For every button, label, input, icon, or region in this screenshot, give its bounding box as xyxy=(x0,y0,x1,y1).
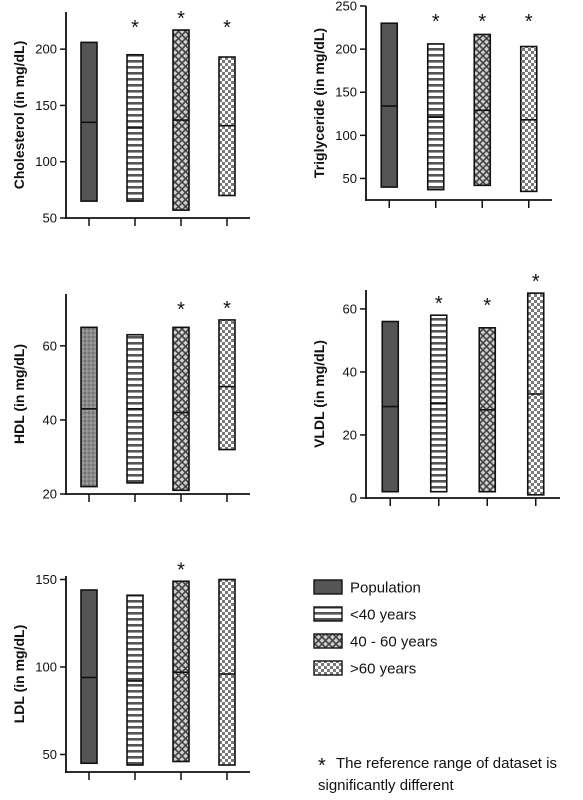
bar-40-60-years xyxy=(172,326,190,492)
significance-star: * xyxy=(525,11,533,33)
y-tick-label: 20 xyxy=(343,427,357,442)
significance-star: * xyxy=(177,299,185,321)
legend-swatch-40-years xyxy=(313,606,343,622)
legend-label-40-years: <40 years xyxy=(350,607,416,624)
significance-star: * xyxy=(532,271,540,293)
bar-population xyxy=(380,22,399,188)
bar-population xyxy=(80,589,98,765)
legend-swatch-60-years xyxy=(313,660,343,676)
bar-40-60-years xyxy=(172,580,190,763)
y-axis-title: LDL (in mg/dL) xyxy=(11,625,27,724)
legend-label-population: Population xyxy=(350,580,421,597)
significance-star: * xyxy=(483,295,491,317)
y-tick-label: 50 xyxy=(343,171,357,186)
bar-60-years xyxy=(519,45,538,193)
panel-triglyceride: 50 100 150 200 250 Triglyceride (in mg/dL) * * * xyxy=(311,0,552,208)
y-tick-label: 250 xyxy=(335,0,357,14)
panel-cholesterol: 50 100 150 200 Cholesterol (in mg/dL) * * * xyxy=(11,8,250,226)
legend: Population <40 years 40 - 60 years >60 year… xyxy=(313,579,438,678)
panel-vldl: 0 20 40 60 VLDL (in mg/dL) * * * xyxy=(311,271,560,506)
panel-hdl: 20 40 60 HDL (in mg/dL) * * xyxy=(11,294,250,502)
y-tick-label: 150 xyxy=(35,572,57,587)
bar-population xyxy=(80,326,98,488)
y-tick-label: 150 xyxy=(335,85,357,100)
y-tick-label: 50 xyxy=(43,747,57,762)
footnote: * The reference range of dataset is sign… xyxy=(318,755,557,794)
significance-star: * xyxy=(223,17,231,39)
footnote-line-1: The reference range of dataset is xyxy=(336,755,557,772)
y-tick-label: 40 xyxy=(343,364,357,379)
y-axis-title: HDL (in mg/dL) xyxy=(11,344,27,444)
bar-60-years xyxy=(218,319,236,451)
y-tick-label: 150 xyxy=(35,98,57,113)
y-axis-title: Cholesterol (in mg/dL) xyxy=(11,41,27,190)
y-tick-label: 100 xyxy=(35,154,57,169)
y-axis-title: VLDL (in mg/dL) xyxy=(311,340,327,448)
footnote-marker: * xyxy=(318,755,326,777)
significance-star: * xyxy=(435,293,443,315)
y-tick-label: 200 xyxy=(335,42,357,57)
legend-label-60-years: >60 years xyxy=(350,661,416,678)
y-tick-label: 0 xyxy=(350,491,357,506)
legend-label-40-60-years: 40 - 60 years xyxy=(350,634,438,651)
bar-40-years xyxy=(126,594,144,766)
legend-swatch-population xyxy=(313,579,343,595)
significance-star: * xyxy=(177,8,185,30)
bar-60-years xyxy=(218,578,236,766)
significance-star: * xyxy=(131,17,139,39)
panel-ldl: 50 100 150 LDL (in mg/dL) * xyxy=(11,559,250,780)
significance-star: * xyxy=(223,298,231,320)
footnote-line-2: significantly different xyxy=(318,777,454,794)
y-tick-label: 20 xyxy=(43,487,57,502)
y-tick-label: 40 xyxy=(43,412,57,427)
y-axis-title: Triglyceride (in mg/dL) xyxy=(311,28,327,178)
y-tick-label: 50 xyxy=(43,211,57,226)
y-tick-label: 60 xyxy=(43,338,57,353)
significance-star: * xyxy=(177,559,185,581)
significance-star: * xyxy=(432,11,440,33)
legend-swatch-40-60-years xyxy=(313,633,343,649)
y-tick-label: 100 xyxy=(335,128,357,143)
y-tick-label: 200 xyxy=(35,42,57,57)
y-tick-label: 60 xyxy=(343,301,357,316)
significance-star: * xyxy=(478,11,486,33)
y-tick-label: 100 xyxy=(35,660,57,675)
